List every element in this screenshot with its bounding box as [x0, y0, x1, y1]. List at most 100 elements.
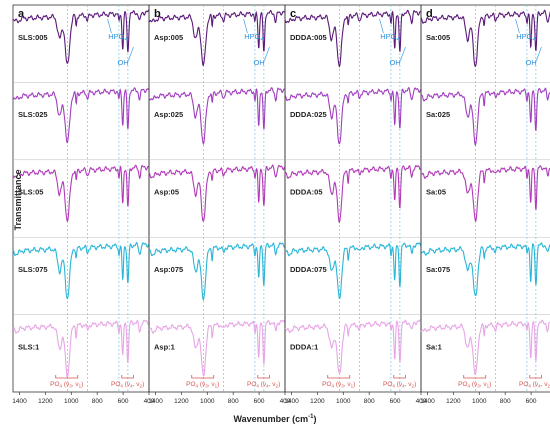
annotation-hpo4: HPO4: [516, 32, 535, 43]
series-label: Asp:1: [154, 342, 175, 351]
annotation-oh-pointer: [399, 46, 406, 62]
x-tick-label: 1400: [284, 398, 299, 405]
x-tick-label: 800: [500, 398, 511, 405]
annotation-hpo4: HPO4: [244, 32, 263, 43]
band-label: PO4 (ν3, ν1): [186, 381, 219, 389]
x-tick-label: 1200: [446, 398, 461, 405]
spectrum-line: [284, 242, 422, 300]
x-tick-label: 600: [118, 398, 129, 405]
annotation-hpo4-pointer: [107, 18, 112, 34]
annotation-oh-pointer: [263, 46, 270, 62]
spectrum-line: [12, 164, 150, 223]
annotation-oh-pointer: [127, 46, 134, 62]
series-label: Asp:05: [154, 188, 179, 197]
series-label: DDDA:025: [290, 110, 327, 119]
spectrum-line: [284, 86, 422, 145]
x-tick-label: 600: [526, 398, 537, 405]
panel-frame: [420, 4, 550, 393]
annotation-hpo4-pointer: [515, 18, 520, 34]
spectrum-line: [148, 319, 286, 377]
band-bracket: [327, 375, 351, 379]
band-label: PO4 (ν3, ν1): [50, 381, 83, 389]
series-label: SLS:05: [18, 188, 43, 197]
x-axis-label-text: Wavenumber (cm: [233, 414, 309, 424]
series-label: Sa:05: [426, 188, 446, 197]
spectrum-line: [420, 165, 550, 222]
band-bracket: [257, 375, 270, 379]
x-tick-label: 1000: [200, 398, 215, 405]
panel-letter: a: [18, 8, 25, 20]
spectrum-line: [420, 9, 550, 68]
series-label: Asp:005: [154, 33, 183, 42]
annotation-hpo4-pointer: [243, 18, 248, 34]
series-label: Sa:1: [426, 342, 442, 351]
band-bracket: [463, 375, 487, 379]
band-label: PO4 (ν3, ν1): [458, 381, 491, 389]
series-label: Asp:025: [154, 110, 183, 119]
spectrum-line: [284, 9, 422, 68]
band-bracket: [393, 375, 406, 379]
spectrum-line: [148, 242, 286, 301]
x-tick-label: 1400: [420, 398, 435, 405]
x-tick-label: 1000: [336, 398, 351, 405]
x-tick-label: 800: [228, 398, 239, 405]
x-axis-label: Wavenumber (cm-1): [0, 414, 550, 424]
x-axis-label-unit: -1: [308, 414, 314, 420]
series-label: Sa:075: [426, 265, 450, 274]
x-tick-label: 1200: [174, 398, 189, 405]
spectrum-line: [12, 241, 150, 300]
spectrum-line: [420, 87, 550, 147]
series-label: Sa:025: [426, 110, 450, 119]
annotation-hpo4-pointer: [379, 18, 384, 34]
series-label: SLS:005: [18, 33, 48, 42]
spectrum-line: [420, 319, 550, 376]
band-bracket: [191, 375, 215, 379]
x-tick-label: 400: [144, 398, 155, 405]
series-label: Asp:075: [154, 265, 183, 274]
x-tick-label: 1200: [310, 398, 325, 405]
series-label: DDDA:005: [290, 33, 327, 42]
annotation-hpo4: HPO4: [108, 32, 127, 43]
x-tick-label: 600: [390, 398, 401, 405]
series-label: DDDA:05: [290, 188, 323, 197]
x-tick-label: 1000: [472, 398, 487, 405]
annotation-oh: OH: [389, 58, 400, 67]
x-tick-label: 1400: [12, 398, 27, 405]
panel-letter: c: [290, 8, 296, 20]
spectrum-line: [12, 319, 150, 379]
spectrum-line: [148, 9, 286, 66]
panel-letter: d: [426, 8, 433, 20]
annotation-oh-pointer: [535, 46, 542, 62]
x-tick-label: 1400: [148, 398, 163, 405]
band-bracket: [55, 375, 79, 379]
annotation-oh: OH: [117, 58, 128, 67]
x-tick-label: 600: [254, 398, 265, 405]
band-label: PO4 (ν4, ν2): [111, 381, 144, 389]
band-bracket: [529, 375, 542, 379]
spectrum-line: [148, 164, 286, 222]
series-label: SLS:1: [18, 342, 39, 351]
series-label: SLS:075: [18, 265, 48, 274]
band-label: PO4 (ν4, ν2): [519, 381, 550, 389]
series-label: SLS:025: [18, 110, 48, 119]
spectrum-line: [12, 87, 150, 144]
band-label: PO4 (ν4, ν2): [383, 381, 416, 389]
spectrum-line: [284, 164, 422, 224]
x-tick-label: 800: [364, 398, 375, 405]
series-label: Sa:005: [426, 33, 450, 42]
x-axis-label-close: ): [313, 414, 317, 424]
band-label: PO4 (ν3, ν1): [322, 381, 355, 389]
series-label: DDDA:075: [290, 265, 327, 274]
spectrum-line: [420, 242, 550, 297]
y-axis-label: Transmittance: [13, 169, 23, 231]
panel-letter: b: [154, 8, 161, 20]
x-tick-label: 1200: [38, 398, 53, 405]
spectrum-line: [12, 9, 150, 64]
series-label: DDDA:1: [290, 342, 318, 351]
annotation-hpo4: HPO4: [380, 32, 399, 43]
spectrum-line: [148, 87, 286, 146]
spectrum-line: [284, 319, 422, 374]
x-tick-label: 800: [92, 398, 103, 405]
